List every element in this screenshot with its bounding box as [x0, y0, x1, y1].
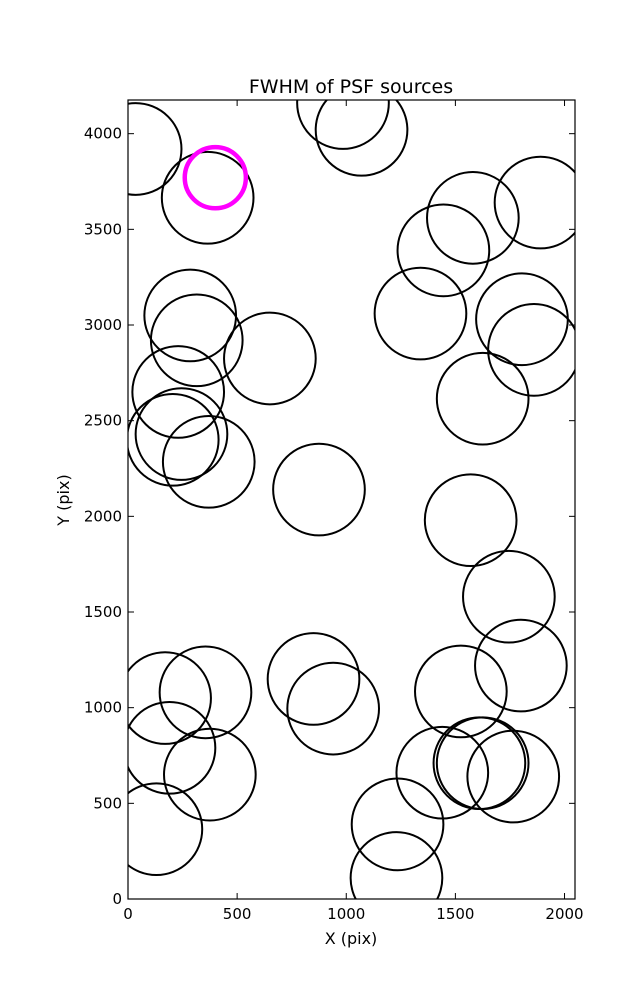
- x-tick-label: 1000: [327, 905, 365, 923]
- y-tick-label: 4000: [84, 125, 122, 143]
- source-circle-10: [487, 303, 575, 397]
- y-tick-label: 3000: [84, 316, 122, 334]
- source-circle-3: [296, 100, 390, 150]
- source-circle-28: [128, 701, 217, 795]
- source-circle-18: [161, 414, 256, 509]
- source-circle-6: [396, 203, 491, 298]
- source-circle-32: [435, 716, 530, 810]
- y-axis-label: Y (pix): [54, 474, 73, 526]
- x-tick-label: 500: [223, 905, 252, 923]
- source-circle-13: [149, 293, 244, 388]
- source-circle-19: [272, 442, 366, 537]
- source-circle-25: [266, 632, 361, 726]
- y-tick-label: 2500: [84, 412, 122, 430]
- source-circle-24: [158, 645, 253, 740]
- ticks-layer: 0 500 1000 1500 2000 0 500 1000 1500 2000 2500 3000…: [84, 100, 584, 923]
- plot-frame: [127, 99, 576, 900]
- source-circle-26: [286, 661, 381, 756]
- source-circle-4: [314, 100, 409, 177]
- x-axis-label: X (pix): [325, 929, 378, 948]
- source-circle-23: [128, 651, 212, 745]
- source-circle-15: [131, 345, 226, 439]
- source-circle-7: [493, 155, 575, 250]
- x-tick-label: 0: [123, 905, 133, 923]
- x-tick-label: 1500: [436, 905, 474, 923]
- source-circle-5: [426, 171, 520, 265]
- y-tick-label: 1500: [84, 603, 122, 621]
- source-circle-17: [134, 387, 229, 481]
- y-tick-label: 0: [112, 890, 122, 908]
- source-circle-29: [163, 727, 257, 822]
- source-circle-34: [350, 777, 445, 872]
- y-tick-label: 3500: [84, 220, 122, 238]
- source-circle-2: [160, 150, 255, 245]
- highlighted-source-circle: [182, 144, 249, 211]
- source-circle-8: [373, 266, 468, 361]
- source-circle-1: [128, 102, 183, 196]
- y-tick-label: 1000: [84, 699, 122, 717]
- chart-title: FWHM of PSF sources: [249, 76, 453, 98]
- y-tick-label: 2000: [84, 507, 122, 525]
- source-circle-36: [128, 782, 204, 876]
- source-circle-22: [474, 618, 568, 713]
- source-circle-9: [475, 272, 569, 367]
- source-circle-11: [435, 351, 530, 446]
- source-circle-27: [414, 644, 508, 739]
- x-tick-label: 2000: [545, 905, 583, 923]
- source-circle-35: [349, 831, 444, 899]
- source-circle-16: [128, 392, 220, 487]
- points-layer: [128, 100, 575, 899]
- source-circle-33: [466, 729, 561, 824]
- source-circle-21: [462, 549, 556, 644]
- y-tick-label: 500: [93, 794, 122, 812]
- source-circle-20: [423, 473, 518, 567]
- source-circle-14: [223, 311, 317, 406]
